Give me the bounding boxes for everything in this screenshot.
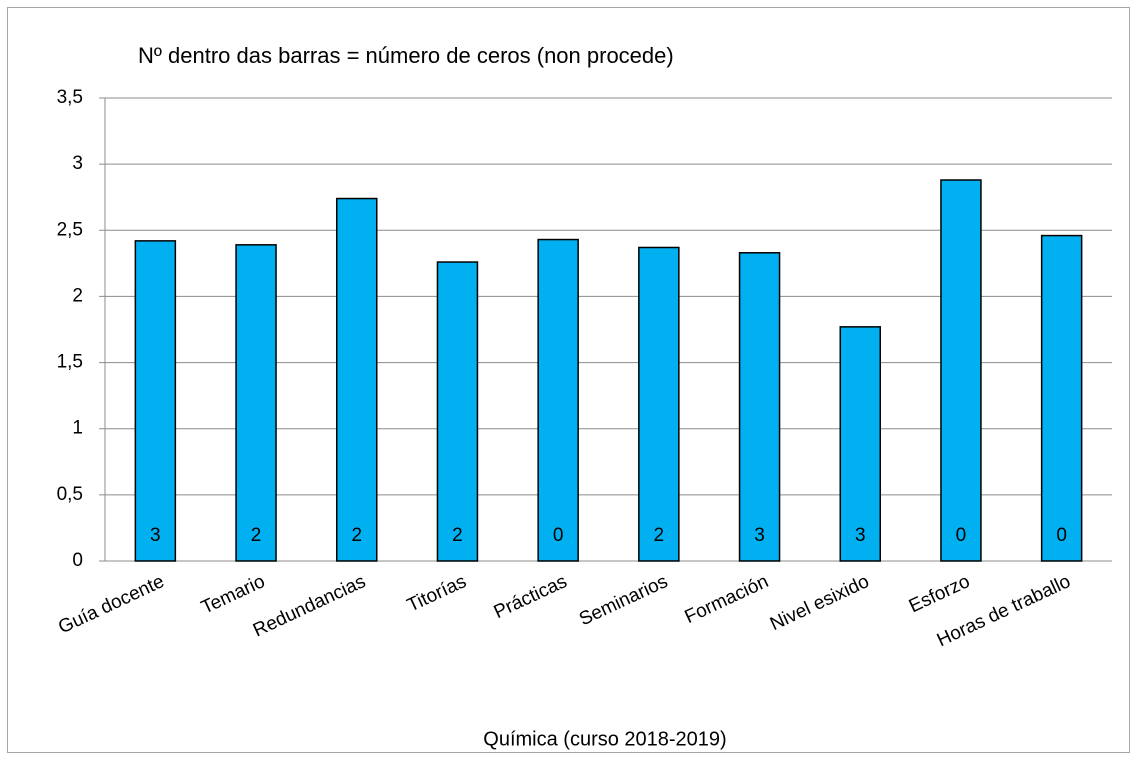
bar-label: 3 — [150, 525, 161, 546]
bar-label: 0 — [553, 525, 564, 546]
bar — [940, 179, 982, 562]
bar-label: 3 — [855, 525, 866, 546]
bar-label: 2 — [251, 525, 262, 546]
y-tick-label: 2 — [72, 285, 83, 306]
y-tick-label: 3,5 — [57, 87, 83, 108]
y-tick-label: 1 — [72, 418, 83, 439]
y-tick-label: 3 — [72, 153, 83, 174]
bar-label: 0 — [956, 525, 967, 546]
bar — [235, 244, 277, 562]
y-tick-label: 1,5 — [57, 352, 83, 373]
x-axis-title: Química (curso 2018-2019) — [483, 728, 726, 750]
bar-label: 0 — [1056, 525, 1067, 546]
bar-label: 2 — [351, 525, 362, 546]
bar — [134, 240, 177, 562]
bar — [537, 238, 579, 562]
bar — [336, 197, 378, 562]
bar-label: 3 — [754, 525, 765, 546]
bar — [839, 326, 881, 562]
bar-label: 2 — [654, 525, 665, 546]
bar-label: 2 — [452, 525, 463, 546]
chart-title: Nº dentro das barras = número de ceros (… — [138, 43, 674, 68]
bar — [738, 252, 781, 562]
bar — [436, 261, 479, 562]
bar — [1040, 234, 1083, 562]
y-tick-label: 2,5 — [57, 219, 83, 240]
y-tick-label: 0 — [72, 550, 83, 571]
bar — [638, 246, 680, 562]
y-tick-label: 0,5 — [57, 484, 83, 505]
